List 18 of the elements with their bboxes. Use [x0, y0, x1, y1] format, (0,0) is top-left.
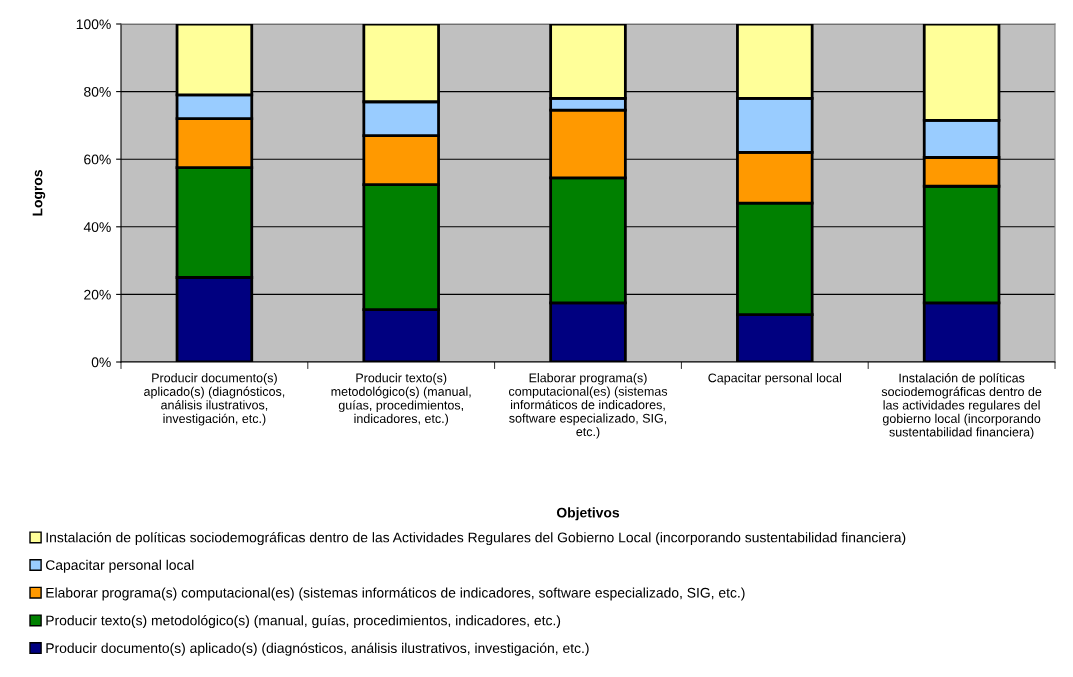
x-tick-label: Instalación de políticas sociodemográficas dentro de las actividades regulares del gobierno local (incorporando sustentabilidad financiera) [881, 373, 1042, 439]
y-tick-label: 100% [76, 19, 111, 30]
y-tick-label: 80% [84, 86, 111, 97]
y-tick-label: 40% [83, 222, 111, 232]
y-axis-title: Logros [32, 170, 46, 216]
x-tick-label: Producir documento(s) aplicado(s) (diagnósticos, análisis ilustrativos, investigación, etc.) [144, 373, 285, 426]
legend-label: Instalación de políticas sociodemográficas dentro de las Actividades Regulares del Gobierno Local (incorporando sustentabilidad financiera) [46, 532, 906, 546]
y-tick-label: 0% [91, 357, 111, 368]
y-tick-label: 20% [84, 289, 111, 300]
legend-label: Producir texto(s) metodológico(s) (manual, guías, procedimientos, indicadores, etc.) [46, 614, 561, 629]
legend-label: Producir documento(s) aplicado(s) (diagnósticos, análisis ilustrativos, investigación, etc.) [46, 642, 589, 656]
x-tick-label: Capacitar personal local [708, 373, 842, 385]
x-tick-label: Producir texto(s) metodológico(s) (manual, guías, procedimientos, indicadores, etc.) [331, 373, 471, 426]
x-axis-title: Objetivos [556, 507, 620, 521]
legend-label: Elaborar programa(s) computacional(es) (sistemas informáticos de indicadores, software especializado, SIG, etc.) [46, 587, 745, 601]
legend-label: Capacitar personal local [45, 559, 194, 573]
y-tick-label: 60% [84, 154, 111, 165]
x-tick-label: Elaborar programa(s) computacional(es) (sistemas informáticos de indicadores, software especializado, SIG, etc.) [509, 373, 668, 439]
